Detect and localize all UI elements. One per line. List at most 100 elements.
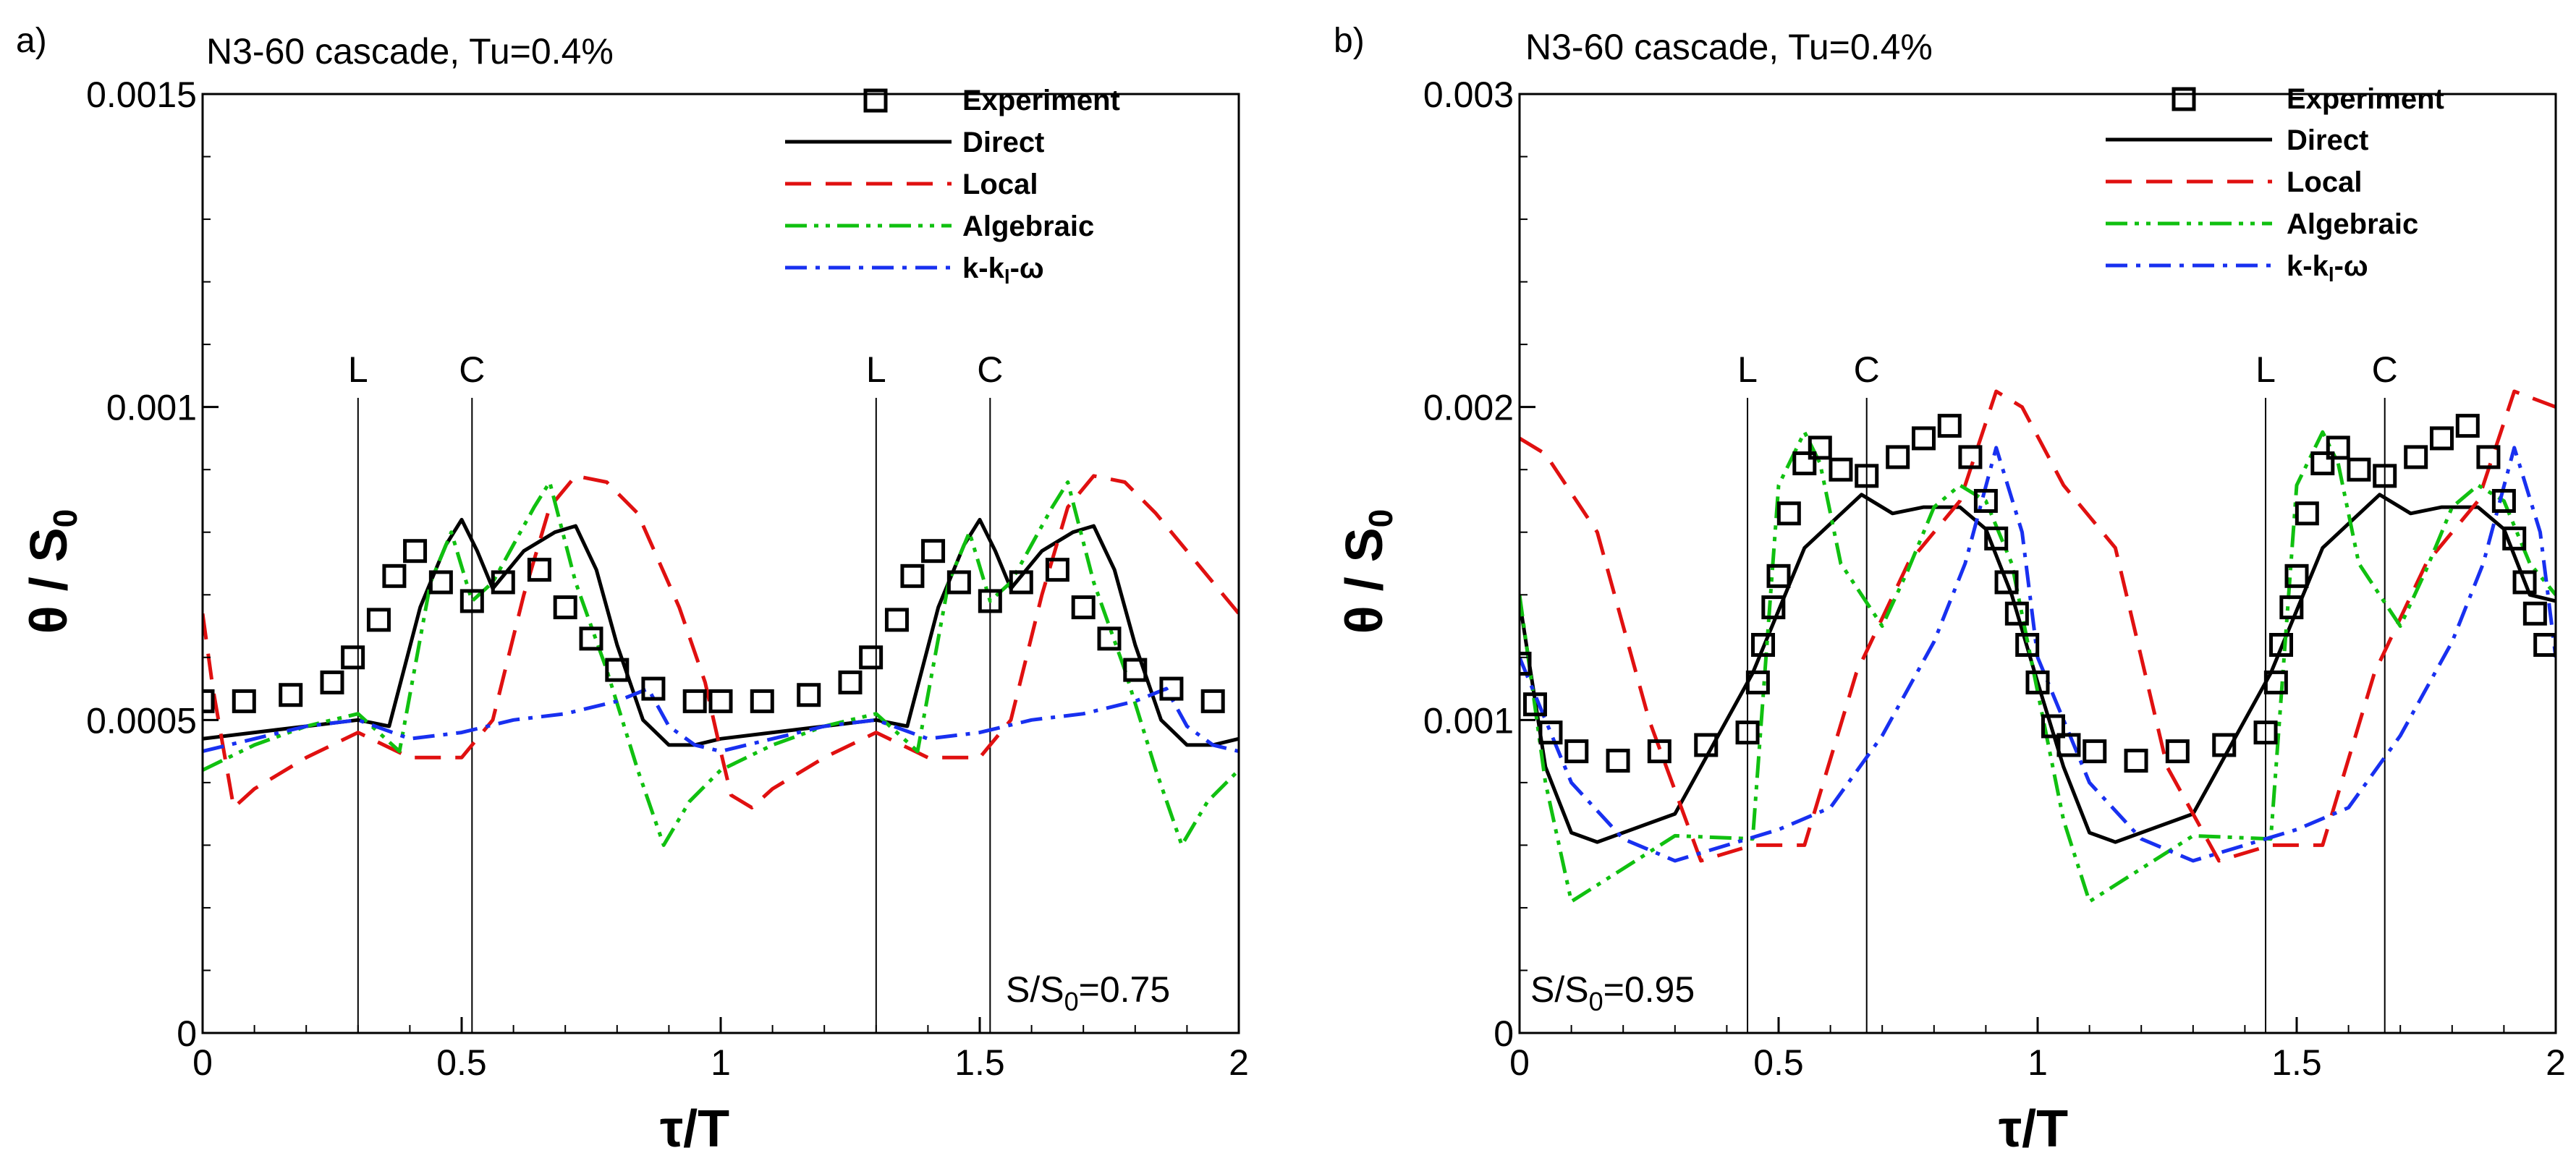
experiment-point (1564, 739, 1589, 764)
panel-a-legend: Experiment Direct Local Algebraic k-kl-ω (785, 85, 1120, 288)
panel-a-series (203, 474, 1239, 847)
panel-a-annotation-main: S/S (1006, 969, 1064, 1010)
panel-a-ylabel-main: θ / S (20, 527, 78, 634)
series-k-k_l-ω (1520, 446, 2556, 863)
legend-b-kkl-main: k-k (2287, 250, 2329, 282)
experiment-point (1009, 570, 1033, 595)
panel-a-xlabel: τ/T (660, 1100, 729, 1158)
panel-b-annotation-rest: =0.95 (1603, 969, 1695, 1010)
experiment-point (1937, 414, 1962, 438)
panel-b-vertical-markers (1747, 398, 2386, 1033)
experiment-point (2083, 739, 2107, 764)
experiment-point (2212, 733, 2237, 757)
experiment-point (2512, 570, 2537, 595)
experiment-point (797, 683, 821, 707)
x-tick-label: 1.5 (2271, 1042, 2322, 1083)
experiment-point (579, 626, 603, 651)
experiment-point (428, 570, 453, 595)
experiment-point (1123, 658, 1148, 682)
experiment-point (2326, 435, 2350, 460)
experiment-point (605, 658, 630, 682)
experiment-point (1200, 689, 1225, 713)
experiment-point (2502, 526, 2527, 550)
panel-b-letter: b) (1334, 22, 1365, 60)
experiment-point (708, 689, 733, 713)
x-tick-label: 1.5 (954, 1042, 1005, 1083)
experiment-point (1522, 692, 1547, 717)
x-tick-label: 1 (2028, 1042, 2048, 1083)
experiment-point (946, 570, 971, 595)
series-Direct (1520, 493, 2556, 844)
y-tick-label: 0.002 (1423, 388, 1514, 428)
legend-b-experiment-label: Experiment (2287, 83, 2444, 115)
panel-b-ticks: 0 0.5 1 1.5 2 0 0.001 0.002 0.003 (1423, 75, 2566, 1083)
marker-label-C: C (2372, 349, 2398, 390)
experiment-point (1776, 501, 1801, 526)
experiment-point (2295, 501, 2319, 526)
x-tick-label: 1 (711, 1042, 731, 1083)
experiment-point (2015, 632, 2040, 657)
x-tick-label: 0 (192, 1042, 213, 1083)
panel-b-xlabel: τ/T (1999, 1100, 2068, 1158)
experiment-point (2025, 670, 2050, 694)
legend-a-kkl-main: k-k (962, 252, 1005, 284)
experiment-point (1520, 651, 1532, 676)
experiment-point (527, 558, 551, 582)
panel-b-annotation: S/S0=0.95 (1530, 969, 1695, 1016)
series-Algebraic (203, 480, 1239, 847)
experiment-point (1984, 526, 2009, 550)
experiment-point (2491, 488, 2516, 513)
y-tick-label: 0.001 (106, 388, 197, 428)
experiment-point (2476, 445, 2501, 469)
panel-a-plot-area (203, 398, 1239, 1033)
experiment-point (2041, 714, 2065, 739)
marker-label-L: L (866, 349, 886, 390)
legend-a-local-label: Local (962, 169, 1038, 200)
experiment-point (1911, 426, 1936, 451)
experiment-point (921, 539, 946, 564)
legend-a-experiment-marker (863, 88, 888, 113)
legend-b-kkl-sub: l (2329, 263, 2334, 286)
experiment-point (2279, 595, 2304, 620)
panel-a-ylabel: θ / S0 (20, 509, 84, 634)
experiment-point (1792, 451, 1817, 476)
experiment-point (2124, 749, 2148, 773)
experiment-point (2253, 720, 2278, 745)
experiment-point (403, 539, 428, 564)
panel-a-ylabel-sub: 0 (46, 509, 84, 528)
experiment-point (682, 689, 707, 713)
experiment-point (459, 589, 484, 613)
marker-label-C: C (977, 349, 1003, 390)
x-tick-label: 0 (1509, 1042, 1530, 1083)
experiment-point (1958, 445, 1983, 469)
panel-a-letter: a) (16, 22, 47, 60)
marker-label-L: L (1737, 349, 1758, 390)
legend-a-kkl-label: k-kl-ω (962, 252, 1044, 288)
experiment-point (341, 645, 365, 670)
y-tick-label: 0 (1494, 1013, 1514, 1054)
experiment-point (2165, 739, 2190, 764)
series-Local (1520, 389, 2556, 863)
experiment-point (2429, 426, 2454, 451)
legend-a-kkl-sub: l (1004, 265, 1010, 288)
panel-b-experiment-markers (1520, 414, 2556, 773)
experiment-point (2269, 632, 2294, 657)
experiment-point (2310, 451, 2335, 476)
experiment-point (859, 645, 884, 670)
legend-b-kkl-label: k-kl-ω (2287, 250, 2368, 286)
experiment-point (366, 608, 391, 632)
experiment-point (1994, 570, 2019, 595)
panel-a-annotation-rest: =0.75 (1079, 969, 1171, 1010)
panel-a-ticks: 0 0.5 1 1.5 2 0 0.0005 0.001 0.0015 (86, 75, 1249, 1083)
legend-b-experiment-marker (2172, 87, 2196, 111)
experiment-point (1647, 739, 1672, 764)
panel-a: a) N3-60 cascade, Tu=0.4% θ / S0 τ/T 0 0.… (16, 22, 1249, 1158)
panel-a-experiment-markers (203, 539, 1225, 713)
legend-a-experiment-label: Experiment (962, 85, 1120, 116)
y-tick-label: 0.003 (1423, 75, 1514, 115)
experiment-point (1159, 676, 1184, 701)
experiment-point (1745, 670, 1770, 694)
experiment-point (491, 570, 515, 595)
experiment-point (1045, 558, 1069, 582)
experiment-point (320, 670, 344, 694)
